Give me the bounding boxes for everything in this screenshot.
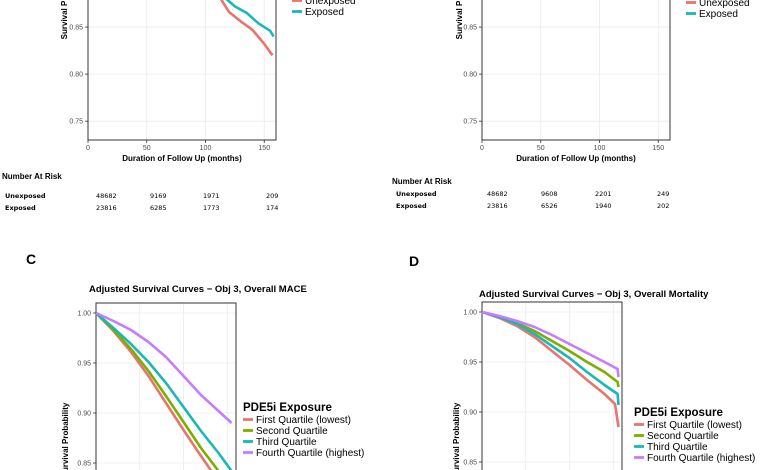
chart1-legend-label-1: Unexposed bbox=[305, 0, 356, 7]
chart2-x-tick-label: 150 bbox=[652, 145, 664, 152]
chart1-risk-table-heading: Number At Risk bbox=[2, 172, 62, 181]
chart2-y-tick-label: 0.80 bbox=[463, 72, 477, 79]
chart3-legend-label-2: Second Quartile bbox=[256, 426, 328, 437]
chart4-legend-label-2: Second Quartile bbox=[647, 431, 719, 442]
chart2-legend-label-1: Unexposed bbox=[699, 0, 750, 9]
chart2-plot-border bbox=[481, 0, 671, 141]
chart1-x-tick-label: 50 bbox=[143, 145, 151, 152]
chart1-plot-border bbox=[87, 0, 277, 141]
chart3-y-axis-label: Survival Probability bbox=[61, 402, 70, 470]
chart4-panel-letter: D bbox=[409, 253, 419, 269]
chart4-y-tick-label: 1.00 bbox=[463, 310, 477, 317]
chart3-legend-title: PDE5i Exposure bbox=[243, 402, 332, 414]
chart1-y-tick-label: 0.85 bbox=[69, 25, 83, 32]
chart2-risk-table-heading: Number At Risk bbox=[392, 177, 452, 186]
chart1-risk-value: 6285 bbox=[150, 204, 167, 212]
chart4-y-tick-label: 0.90 bbox=[463, 410, 477, 417]
chart3-y-tick-label: 0.90 bbox=[77, 411, 91, 418]
chart1-y-tick-label: 0.75 bbox=[69, 119, 83, 126]
chart2-x-tick-label: 100 bbox=[594, 145, 606, 152]
chart1-risk-value: 9169 bbox=[150, 192, 167, 200]
chart3-y-tick-label: 0.95 bbox=[77, 361, 91, 368]
chart4-series-line-1 bbox=[481, 310, 620, 428]
chart4-title: Adjusted Survival Curves − Obj 3, Overal… bbox=[479, 289, 709, 300]
chart1-risk-value: 23816 bbox=[96, 204, 117, 212]
chart3-y-tick-label: 0.85 bbox=[77, 461, 91, 468]
chart2-x-axis-label: Duration of Follow Up (months) bbox=[516, 154, 636, 163]
chart1-risk-row-label: Unexposed bbox=[5, 192, 46, 200]
chart2-x-tick-label: 50 bbox=[537, 145, 545, 152]
chart3-panel-letter: C bbox=[26, 251, 36, 267]
chart3-y-tick-label: 1.00 bbox=[77, 311, 91, 318]
chart2-risk-value: 23816 bbox=[487, 202, 508, 210]
chart1-risk-value: 48682 bbox=[96, 192, 117, 200]
chart2-x-tick-label: 0 bbox=[480, 145, 484, 152]
chart4-series-line-4 bbox=[481, 310, 620, 378]
chart2-risk-row-label: Exposed bbox=[396, 202, 427, 210]
chart4-y-tick-label: 0.85 bbox=[463, 460, 477, 467]
chart2-plot-area bbox=[482, 0, 670, 140]
chart1-x-axis-label: Duration of Follow Up (months) bbox=[122, 154, 242, 163]
chart1-x-tick-label: 0 bbox=[86, 145, 90, 152]
chart4-plot-area bbox=[482, 302, 622, 470]
chart1-risk-value: 1773 bbox=[203, 204, 220, 212]
chart1-y-axis-label: Survival P bbox=[60, 0, 69, 39]
chart2-risk-value: 2201 bbox=[595, 190, 612, 198]
chart4-y-tick-label: 0.95 bbox=[463, 360, 477, 367]
chart1-risk-value: 174 bbox=[266, 204, 278, 212]
chart2-y-tick-label: 0.75 bbox=[463, 119, 477, 126]
chart2-risk-value: 48682 bbox=[487, 190, 508, 198]
chart2-risk-value: 249 bbox=[657, 190, 669, 198]
chart1-risk-value: 1971 bbox=[203, 192, 220, 200]
chart1-risk-row-label: Exposed bbox=[5, 204, 36, 212]
chart1-risk-value: 209 bbox=[266, 192, 278, 200]
chart3-plot-border bbox=[95, 302, 237, 470]
chart3-legend-label-3: Third Quartile bbox=[256, 437, 317, 448]
chart4-legend-label-3: Third Quartile bbox=[647, 442, 708, 453]
chart3-title: Adjusted Survival Curves − Obj 3, Overal… bbox=[89, 284, 307, 295]
chart2-risk-value: 1940 bbox=[595, 202, 612, 210]
chart4-legend-label-4: Fourth Quartile (highest) bbox=[647, 453, 755, 464]
chart2-legend-label-2: Exposed bbox=[699, 9, 738, 20]
chart2-risk-value: 6526 bbox=[541, 202, 558, 210]
chart4-legend-title: PDE5i Exposure bbox=[634, 407, 723, 419]
chart2-risk-value: 202 bbox=[657, 202, 669, 210]
chart2-y-axis-label: Survival P bbox=[455, 0, 464, 39]
chart1-plot-area bbox=[88, 0, 276, 140]
chart2-y-tick-label: 0.85 bbox=[463, 25, 477, 32]
chart2-risk-value: 9608 bbox=[541, 190, 558, 198]
chart3-legend-label-1: First Quartile (lowest) bbox=[256, 415, 351, 426]
chart3-series-line-2 bbox=[95, 312, 220, 470]
chart1-series-line-1 bbox=[219, 0, 274, 57]
chart1-y-tick-label: 0.80 bbox=[69, 72, 83, 79]
chart3-legend-label-4: Fourth Quartile (highest) bbox=[256, 448, 364, 459]
chart1-series-line-2 bbox=[225, 0, 275, 38]
chart4-legend-label-1: First Quartile (lowest) bbox=[647, 420, 742, 431]
chart3-plot-area bbox=[96, 303, 236, 470]
chart4-plot-border bbox=[481, 301, 623, 470]
chart3-series-line-3 bbox=[95, 312, 233, 470]
chart1-x-tick-label: 150 bbox=[258, 145, 270, 152]
chart2-risk-row-label: Unexposed bbox=[396, 190, 437, 198]
chart4-y-axis-label: Survival Probability bbox=[452, 402, 461, 470]
chart1-legend-label-2: Exposed bbox=[305, 7, 344, 18]
chart1-x-tick-label: 100 bbox=[200, 145, 212, 152]
chart3-series-line-4 bbox=[95, 311, 233, 424]
chart4-series-line-3 bbox=[481, 310, 620, 406]
